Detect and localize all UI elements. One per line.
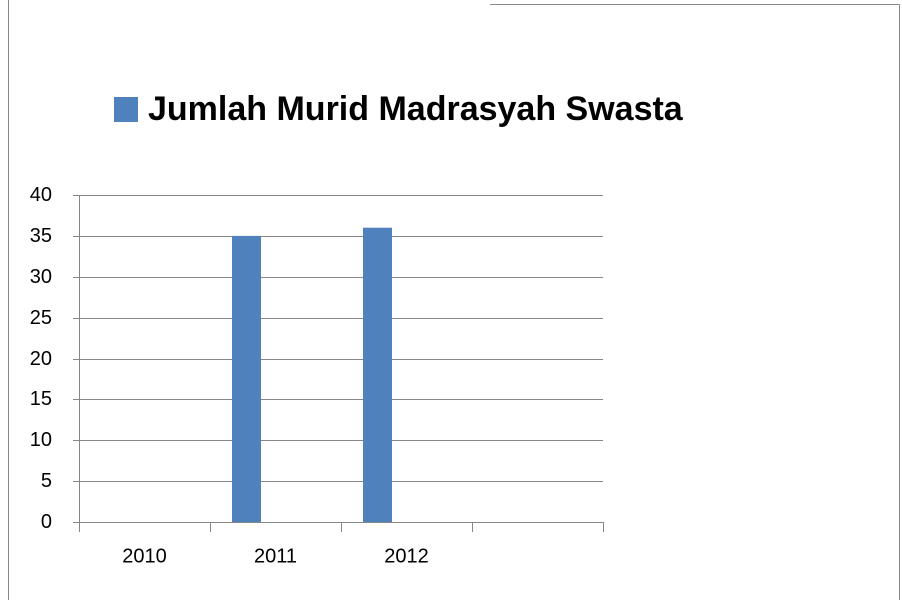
bar bbox=[232, 235, 261, 522]
y-tick-label: 5 bbox=[41, 470, 52, 492]
x-tick-label: 2010 bbox=[122, 545, 167, 567]
y-tick-label: 40 bbox=[30, 184, 52, 206]
y-tick-label: 10 bbox=[30, 429, 52, 451]
legend-text: Jumlah Murid Madrasyah Swasta bbox=[148, 90, 684, 128]
y-tick-label: 15 bbox=[30, 388, 52, 410]
y-tick-label: 25 bbox=[30, 307, 52, 329]
x-tick-label: 2011 bbox=[254, 545, 297, 567]
bar bbox=[363, 227, 392, 522]
x-tick-label: 2012 bbox=[384, 545, 429, 567]
y-tick-label: 0 bbox=[41, 511, 52, 533]
y-tick-label: 35 bbox=[30, 225, 52, 247]
y-tick-label: 30 bbox=[30, 266, 52, 288]
legend-swatch bbox=[114, 97, 138, 122]
y-tick-label: 20 bbox=[30, 348, 52, 370]
